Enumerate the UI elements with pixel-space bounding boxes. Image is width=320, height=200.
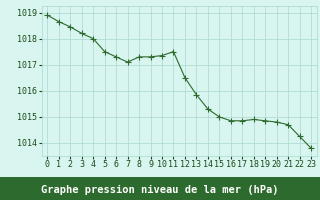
Text: Graphe pression niveau de la mer (hPa): Graphe pression niveau de la mer (hPa)	[41, 185, 279, 195]
